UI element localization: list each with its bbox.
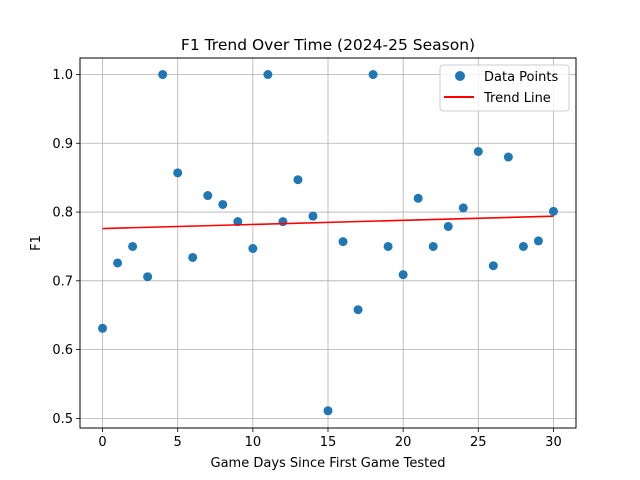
data-point — [548, 206, 558, 216]
data-point — [188, 252, 198, 262]
data-point — [173, 168, 183, 178]
x-tick-label: 20 — [395, 435, 412, 450]
grid — [80, 58, 576, 428]
trend-line — [102, 215, 554, 230]
data-point — [263, 70, 273, 80]
data-point — [503, 152, 513, 162]
data-point — [293, 175, 303, 185]
data-point — [428, 241, 438, 251]
data-point — [443, 221, 453, 231]
data-point — [353, 305, 363, 315]
y-tick-label: 0.8 — [52, 206, 73, 221]
data-point — [533, 236, 543, 246]
data-point — [458, 203, 468, 213]
legend-label-trend-line: Trend Line — [483, 91, 551, 106]
data-point — [488, 261, 498, 271]
data-point — [323, 406, 333, 416]
data-point — [473, 147, 483, 157]
data-point — [113, 258, 123, 268]
x-tick-label: 10 — [245, 435, 262, 450]
y-tick-label: 0.5 — [52, 412, 73, 427]
y-tick-label: 0.6 — [52, 343, 73, 358]
y-tick-label: 1.0 — [52, 68, 73, 83]
data-point — [128, 241, 138, 251]
legend-label-data-points: Data Points — [484, 70, 558, 85]
axis-ticks: 0 5 10 15 20 25 30 0.5 0.6 0.7 0.8 0.9 1.0 — [52, 68, 561, 450]
data-point — [368, 70, 378, 80]
x-tick-label: 5 — [174, 435, 182, 450]
legend-box — [439, 64, 570, 112]
x-tick-label: 25 — [470, 435, 487, 450]
y-tick-label: 0.9 — [52, 137, 73, 152]
data-point — [248, 244, 258, 254]
legend-marker-data-points — [455, 71, 465, 81]
data-point — [278, 217, 288, 227]
data-point — [383, 241, 393, 251]
data-point — [308, 211, 318, 221]
y-axis-label: F1 — [29, 235, 44, 251]
x-tick-label: 0 — [98, 435, 106, 450]
data-point — [233, 217, 243, 227]
data-point — [398, 270, 408, 280]
data-point — [203, 191, 213, 201]
data-point — [158, 70, 168, 80]
data-point — [98, 323, 108, 333]
data-point — [413, 193, 423, 203]
series — [98, 70, 558, 416]
legend: Data Points Trend Line — [439, 64, 570, 112]
x-tick-label: 30 — [545, 435, 562, 450]
x-axis-label: Game Days Since First Game Tested — [211, 456, 446, 471]
data-point — [143, 272, 153, 282]
data-point — [518, 241, 528, 251]
x-tick-label: 15 — [320, 435, 337, 450]
chart-title: F1 Trend Over Time (2024-25 Season) — [181, 36, 475, 54]
data-point — [218, 199, 228, 209]
y-tick-label: 0.7 — [52, 274, 73, 289]
data-point — [338, 237, 348, 247]
